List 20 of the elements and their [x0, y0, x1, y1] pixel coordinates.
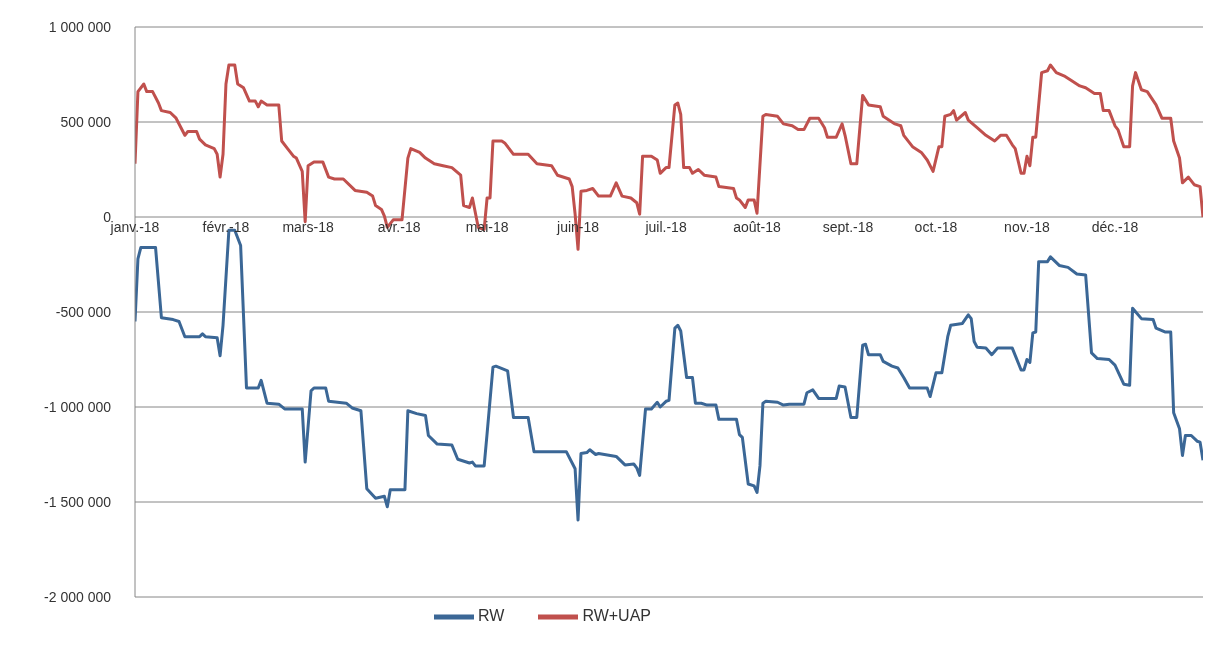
y-tick-label: -2 000 000: [44, 588, 112, 605]
x-tick-label: févr.-18: [202, 219, 250, 236]
x-tick-label: août-18: [733, 219, 781, 236]
x-tick-label: avr.-18: [377, 219, 421, 236]
x-tick-label: mars-18: [282, 219, 334, 236]
y-tick-label: -1 000 000: [44, 398, 112, 415]
x-tick-label: nov.-18: [1004, 219, 1050, 236]
y-tick-label: 0: [103, 208, 112, 225]
x-tick-label: mai-18: [465, 219, 509, 236]
y-tick-label: -1 500 000: [44, 493, 112, 510]
legend-label: RW+UAP: [582, 607, 652, 625]
x-tick-label: déc.-18: [1091, 219, 1139, 236]
y-tick-label: 1 000 000: [48, 18, 112, 35]
legend-label: RW: [478, 607, 505, 625]
x-tick-label: sept.-18: [822, 219, 874, 236]
x-tick-label: juil.-18: [644, 219, 687, 236]
y-tick-label: 500 000: [60, 113, 112, 130]
x-tick-label: janv.-18: [109, 219, 160, 236]
x-tick-label: oct.-18: [914, 219, 958, 236]
y-tick-label: -500 000: [55, 303, 112, 320]
